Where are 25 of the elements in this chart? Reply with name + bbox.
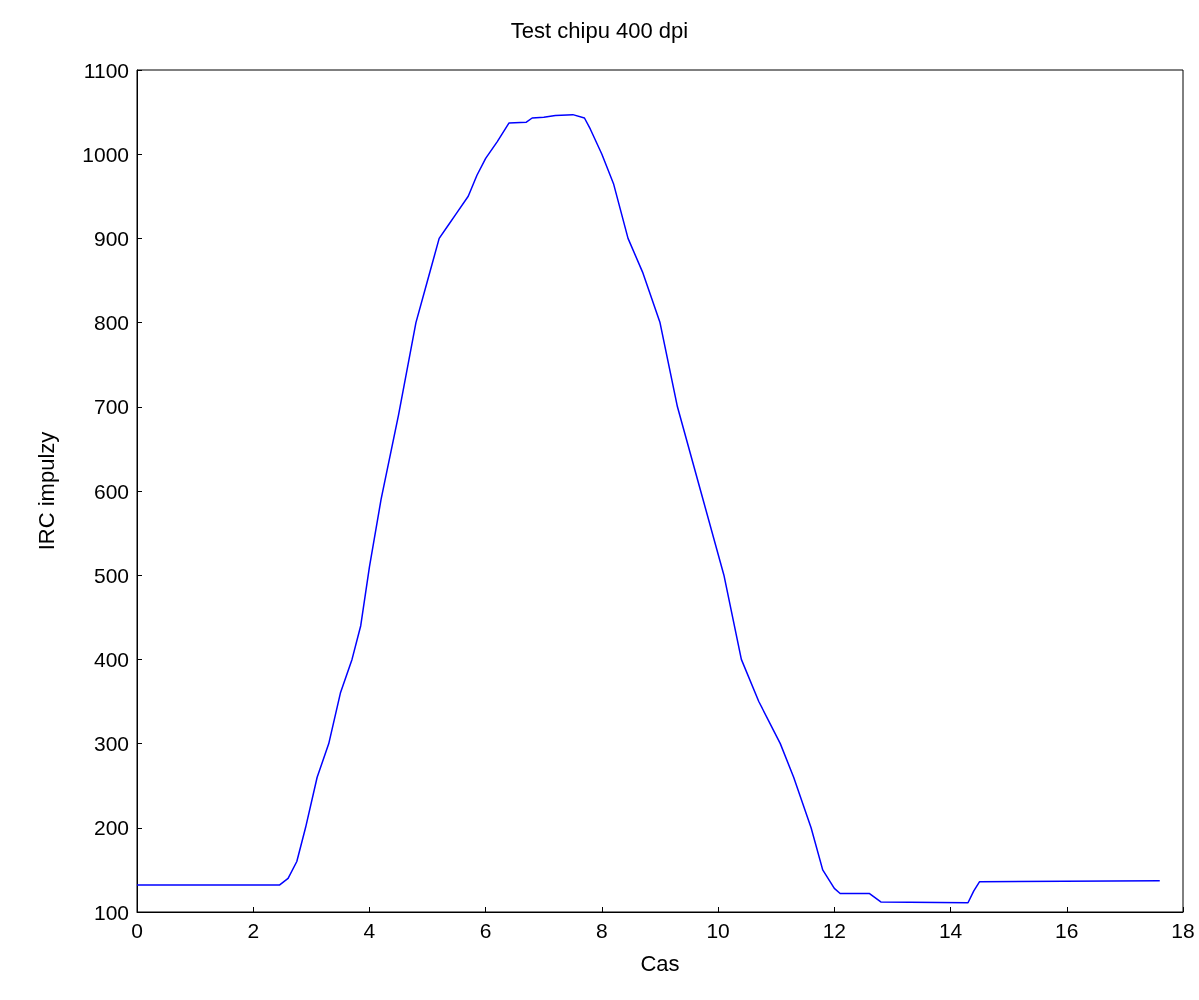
x-tick-label: 10 (706, 919, 730, 942)
y-axis-title: IRC impulzy (33, 431, 59, 551)
chart-title: Test chipu 400 dpi (510, 17, 689, 43)
y-tick-label: 500 (93, 563, 129, 587)
y-tick-label: 900 (93, 226, 129, 250)
y-tick-label: 1000 (82, 142, 129, 166)
y-tick-label: 700 (93, 395, 129, 419)
y-tick-label: 600 (93, 479, 129, 503)
x-tick-label: 14 (938, 919, 963, 942)
y-tick-label: 100 (93, 900, 129, 924)
x-tick-label: 6 (479, 919, 492, 942)
x-tick-label: 0 (131, 919, 143, 942)
x-tick-label: 4 (363, 919, 376, 942)
x-tick-label: 18 (1171, 919, 1195, 942)
x-axis-title: Cas (640, 950, 680, 976)
y-tick-label: 300 (93, 732, 129, 756)
y-tick-label: 1100 (83, 58, 129, 82)
y-tick-label: 800 (93, 311, 129, 335)
x-tick-label: 8 (596, 919, 608, 942)
x-tick-label: 2 (247, 919, 260, 942)
x-tick-label: 16 (1055, 919, 1079, 942)
line-series (136, 113, 1161, 904)
y-tick-label: 200 (93, 816, 129, 840)
x-tick-label: 12 (822, 919, 847, 942)
y-tick-label: 400 (93, 647, 129, 671)
